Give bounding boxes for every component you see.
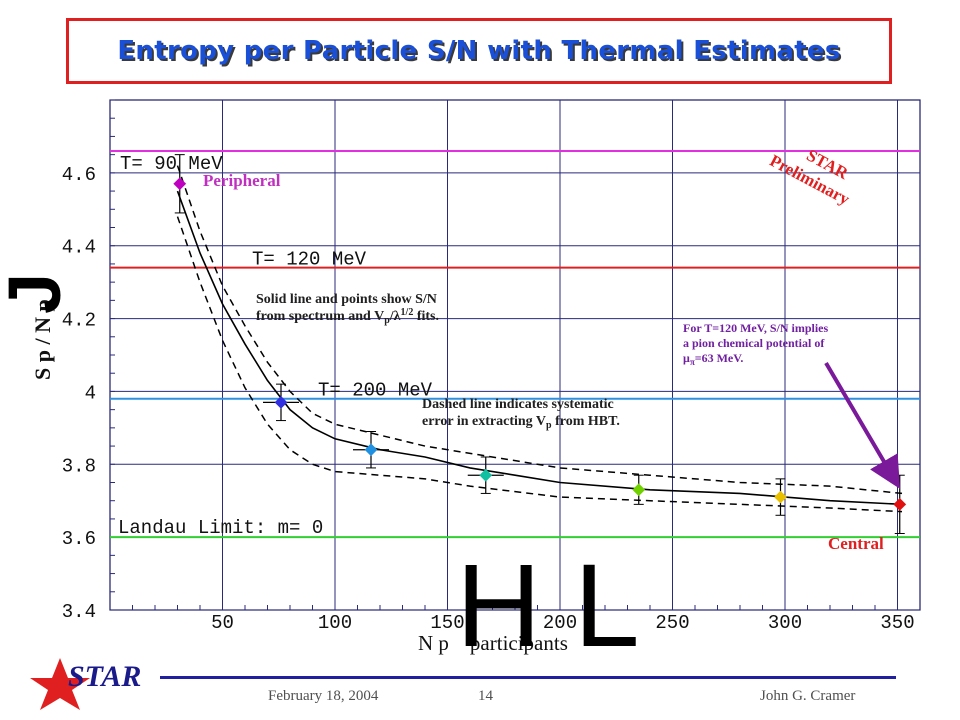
thermal-line-label: Landau Limit: m= 0	[118, 517, 323, 539]
y-tick-label: 4.4	[62, 237, 96, 259]
thermal-line-label: T= 120 MeV	[252, 249, 367, 271]
x-tick-label: 50	[211, 612, 234, 634]
x-tick-label: 300	[768, 612, 802, 634]
tick-labels: 50 100 150 200 250 300 350 3.4 3.6 3.8 4 4.2 4.4 4.6	[62, 164, 915, 634]
dashed-lower-curve	[176, 216, 903, 513]
y-axis-label: S p / N p	[30, 299, 55, 380]
y-tick-label: 4.6	[62, 164, 96, 186]
data-point	[893, 474, 907, 534]
dashed-line-note-1: Dashed line indicates systematic	[422, 397, 614, 412]
mu-note-3: μπ=63 MeV.	[683, 351, 743, 367]
point-marker	[893, 497, 907, 511]
overlay-letters: H L	[456, 540, 640, 672]
point-marker	[479, 468, 493, 482]
star-logo-icon	[30, 658, 90, 710]
x-tick-label: 350	[880, 612, 914, 634]
x-tick-label: 250	[655, 612, 689, 634]
y-tick-label: 3.8	[62, 455, 96, 477]
footer-date: February 18, 2004	[268, 688, 379, 704]
x-axis-label: N p participants	[418, 631, 568, 655]
y-tick-label: 3.6	[62, 528, 96, 550]
footer-divider	[160, 676, 896, 679]
data-point	[263, 383, 299, 422]
dashed-line-note-2: error in extracting Vp from HBT.	[422, 414, 620, 431]
point-marker	[173, 177, 187, 191]
y-tick-label: 4	[85, 382, 96, 404]
point-marker	[632, 483, 646, 497]
data-point	[467, 456, 504, 494]
solid-line-note-2: from spectrum and Vp/λ1/2 fits.	[256, 307, 439, 326]
mu-note-1: For T=120 MeV, S/N implies	[683, 321, 829, 335]
chart-title: Entropy per Particle S/N with Thermal Es…	[117, 36, 841, 66]
mu-note-arrow	[824, 361, 901, 489]
x-tick-label: 150	[430, 612, 464, 634]
y-tick-label: 3.4	[62, 601, 96, 623]
title-box: Entropy per Particle S/N with Thermal Es…	[66, 18, 892, 84]
thermal-lines: T= 90 MeV T= 120 MeV T= 200 MeV Landau Limi…	[110, 150, 920, 539]
x-tick-label: 200	[543, 612, 577, 634]
overlay-j-glyph: J	[0, 273, 76, 314]
annotation-peripheral: Peripheral	[203, 171, 281, 190]
footer-author: John G. Cramer	[760, 688, 856, 704]
data-point	[353, 431, 389, 469]
thermal-line-label: T= 90 MeV	[120, 153, 223, 175]
point-marker	[364, 443, 378, 457]
solid-line-note-1: Solid line and points show S/N	[256, 292, 437, 307]
dashed-upper-curve	[176, 165, 903, 495]
star-preliminary-label: STAR Preliminary	[767, 146, 854, 209]
mu-note-2: a pion chemical potential of	[683, 336, 825, 350]
star-logo-text: STAR	[68, 660, 142, 693]
point-marker	[274, 395, 288, 409]
annotation-central: Central	[828, 534, 884, 553]
y-tick-label: 4.2	[62, 310, 96, 332]
x-tick-label: 100	[318, 612, 352, 634]
data-point	[173, 154, 187, 214]
thermal-line-label: T= 200 MeV	[318, 380, 433, 402]
footer-page-number: 14	[478, 688, 493, 704]
